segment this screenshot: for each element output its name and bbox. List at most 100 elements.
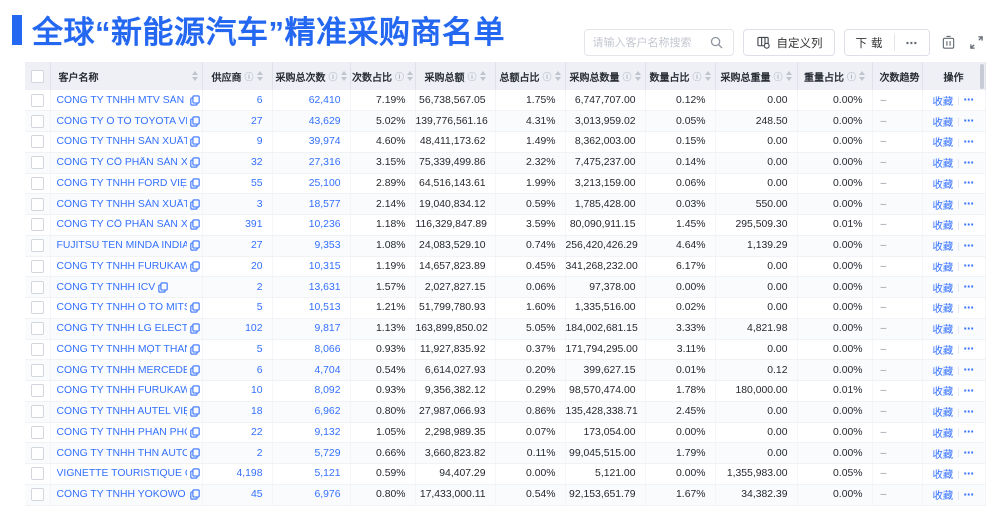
purchase-times-link[interactable]: 62,410 bbox=[308, 94, 341, 106]
info-icon[interactable]: ⓘ bbox=[622, 71, 632, 82]
favorite-link[interactable]: 收藏 bbox=[932, 345, 954, 357]
row-more-button[interactable]: ⋯ bbox=[963, 365, 975, 377]
purchase-times-link[interactable]: 9,353 bbox=[314, 240, 341, 252]
customer-name-link[interactable]: CÔNG TY TNHH SẢN XUẤT VÀ ... bbox=[56, 198, 187, 210]
suppliers-link[interactable]: 10 bbox=[250, 385, 263, 397]
customer-name-link[interactable]: CÔNG TY TNHH YOKOWO VIỆT... bbox=[56, 489, 187, 501]
customer-name-link[interactable]: CÔNG TY TNHH MỘT THÀNH V... bbox=[56, 343, 187, 355]
purchase-times-link[interactable]: 5,121 bbox=[314, 468, 341, 480]
suppliers-link[interactable]: 5 bbox=[256, 302, 263, 314]
purchase-times-link[interactable]: 5,729 bbox=[314, 447, 341, 459]
purchase-times-link[interactable]: 4,704 bbox=[314, 364, 341, 376]
row-more-button[interactable]: ⋯ bbox=[963, 427, 975, 439]
customer-name-link[interactable]: CÔNG TY CỔ PHẦN SẢN XUẤT... bbox=[56, 219, 187, 231]
info-icon[interactable]: ⓘ bbox=[244, 71, 254, 82]
favorite-link[interactable]: 收藏 bbox=[932, 96, 954, 108]
customer-name-link[interactable]: CÔNG TY TNHH MTV SẢN XUẤ... bbox=[56, 94, 187, 106]
suppliers-link[interactable]: 27 bbox=[250, 115, 263, 127]
suppliers-link[interactable]: 55 bbox=[250, 177, 263, 189]
scrollbar-thumb[interactable] bbox=[980, 64, 984, 89]
row-more-button[interactable]: ⋯ bbox=[963, 385, 975, 397]
customer-name-link[interactable]: CÔNG TY TNHH PHÂN PHỐI T... bbox=[56, 426, 187, 438]
info-icon[interactable]: ⓘ bbox=[692, 71, 702, 82]
suppliers-link[interactable]: 3 bbox=[256, 198, 263, 210]
row-more-button[interactable]: ⋯ bbox=[963, 448, 975, 460]
sort-icon[interactable] bbox=[479, 71, 486, 81]
fullscreen-button[interactable] bbox=[967, 33, 986, 52]
row-more-button[interactable]: ⋯ bbox=[963, 157, 975, 169]
row-checkbox[interactable] bbox=[30, 93, 44, 107]
col-weight-pct[interactable]: 重量占比 ⓘ bbox=[797, 62, 873, 90]
row-more-button[interactable]: ⋯ bbox=[963, 344, 975, 356]
copy-icon[interactable] bbox=[189, 385, 200, 396]
sort-icon[interactable] bbox=[634, 71, 641, 81]
copy-icon[interactable] bbox=[189, 489, 200, 500]
suppliers-link[interactable]: 6 bbox=[256, 364, 263, 376]
col-amount-pct[interactable]: 总额占比 ⓘ bbox=[495, 62, 566, 90]
row-checkbox[interactable] bbox=[30, 301, 44, 315]
row-checkbox[interactable] bbox=[30, 405, 44, 419]
favorite-link[interactable]: 收藏 bbox=[932, 325, 954, 337]
sort-icon[interactable] bbox=[407, 71, 414, 81]
copy-icon[interactable] bbox=[189, 95, 200, 106]
favorite-link[interactable]: 收藏 bbox=[932, 262, 954, 274]
favorite-link[interactable]: 收藏 bbox=[932, 470, 954, 482]
row-more-button[interactable]: ⋯ bbox=[963, 489, 975, 501]
favorite-link[interactable]: 收藏 bbox=[932, 200, 954, 212]
copy-icon[interactable] bbox=[189, 116, 200, 127]
search-input[interactable] bbox=[592, 36, 708, 49]
col-times-trend[interactable]: 次数趋势 bbox=[872, 62, 923, 90]
row-more-button[interactable]: ⋯ bbox=[963, 116, 975, 128]
row-more-button[interactable]: ⋯ bbox=[963, 95, 975, 107]
suppliers-link[interactable]: 27 bbox=[250, 240, 263, 252]
favorite-link[interactable]: 收藏 bbox=[932, 491, 954, 503]
row-checkbox[interactable] bbox=[30, 363, 44, 377]
row-checkbox[interactable] bbox=[30, 239, 44, 253]
col-purchase-times[interactable]: 采购总次数 ⓘ bbox=[272, 62, 351, 90]
suppliers-link[interactable]: 4,198 bbox=[236, 468, 263, 480]
favorite-link[interactable]: 收藏 bbox=[932, 283, 954, 295]
purchase-times-link[interactable]: 25,100 bbox=[308, 177, 341, 189]
favorite-link[interactable]: 收藏 bbox=[932, 117, 954, 129]
favorite-link[interactable]: 收藏 bbox=[932, 221, 954, 233]
customer-name-link[interactable]: CÔNG TY TNHH SẢN XUẤT VÀ ... bbox=[56, 136, 187, 148]
select-all-checkbox[interactable] bbox=[30, 69, 44, 83]
purchase-times-link[interactable]: 10,236 bbox=[308, 219, 341, 231]
purchase-times-link[interactable]: 43,629 bbox=[308, 115, 341, 127]
customer-name-link[interactable]: CÔNG TY TNHH LG ELECTRON... bbox=[56, 323, 187, 335]
favorite-link[interactable]: 收藏 bbox=[932, 242, 954, 254]
info-icon[interactable]: ⓘ bbox=[395, 71, 405, 82]
purchase-times-link[interactable]: 13,631 bbox=[308, 281, 341, 293]
favorite-link[interactable]: 收藏 bbox=[932, 387, 954, 399]
suppliers-link[interactable]: 22 bbox=[250, 426, 263, 438]
toolbar-more-button[interactable]: ⋯ bbox=[894, 30, 929, 55]
suppliers-link[interactable]: 2 bbox=[256, 281, 263, 293]
sort-icon[interactable] bbox=[704, 71, 711, 81]
purchase-times-link[interactable]: 6,976 bbox=[314, 489, 341, 501]
row-checkbox[interactable] bbox=[30, 176, 44, 190]
copy-icon[interactable] bbox=[158, 282, 168, 293]
sort-icon[interactable] bbox=[340, 71, 347, 81]
info-icon[interactable]: ⓘ bbox=[773, 71, 783, 82]
favorite-link[interactable]: 收藏 bbox=[932, 179, 954, 191]
col-total-quantity[interactable]: 采购总数量 ⓘ bbox=[565, 62, 646, 90]
purchase-times-link[interactable]: 8,092 bbox=[314, 385, 341, 397]
copy-icon[interactable] bbox=[189, 468, 200, 479]
row-more-button[interactable]: ⋯ bbox=[963, 219, 975, 231]
col-quantity-pct[interactable]: 数量占比 ⓘ bbox=[645, 62, 716, 90]
favorite-link[interactable]: 收藏 bbox=[932, 408, 954, 420]
purchase-times-link[interactable]: 10,315 bbox=[308, 260, 341, 272]
copy-icon[interactable] bbox=[189, 219, 200, 230]
suppliers-link[interactable]: 9 bbox=[256, 136, 263, 148]
suppliers-link[interactable]: 32 bbox=[250, 157, 263, 169]
copy-icon[interactable] bbox=[189, 178, 200, 189]
suppliers-link[interactable]: 391 bbox=[245, 219, 263, 231]
row-more-button[interactable]: ⋯ bbox=[963, 240, 975, 252]
info-icon[interactable]: ⓘ bbox=[846, 71, 856, 82]
info-icon[interactable]: ⓘ bbox=[328, 71, 338, 82]
row-more-button[interactable]: ⋯ bbox=[963, 282, 975, 294]
customer-name-link[interactable]: CÔNG TY TNHH FORD VIỆT NAM bbox=[56, 177, 187, 189]
favorite-link[interactable]: 收藏 bbox=[932, 449, 954, 461]
suppliers-link[interactable]: 45 bbox=[250, 489, 263, 501]
row-more-button[interactable]: ⋯ bbox=[963, 302, 975, 314]
